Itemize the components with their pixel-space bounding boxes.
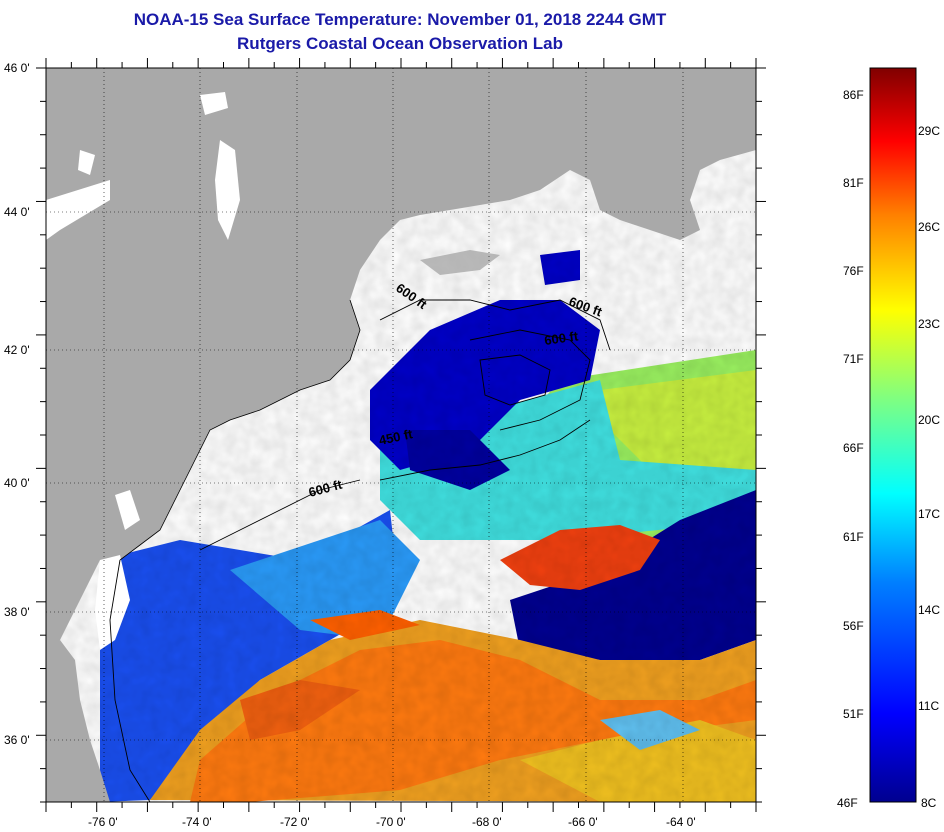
lon-label: -76 0' — [88, 815, 118, 829]
contour-label: 600 ft — [543, 328, 579, 348]
colorbar-c-label: 11C — [918, 699, 939, 713]
lat-label: 40 0' — [4, 476, 30, 490]
colorbar-c-label: 8C — [921, 796, 937, 810]
colorbar-f-label: 66F — [843, 441, 864, 455]
colorbar-f-label: 61F — [843, 530, 864, 544]
colorbar-f-label: 51F — [843, 707, 864, 721]
colorbar-f-label: 86F — [843, 88, 864, 102]
lat-label: 36 0' — [4, 733, 30, 747]
lon-label: -64 0' — [666, 815, 696, 829]
colorbar-c-label: 26C — [918, 220, 940, 234]
colorbar-f-label: 71F — [843, 352, 864, 366]
colorbar-c-label: 23C — [918, 317, 940, 331]
map-title: NOAA-15 Sea Surface Temperature: Novembe… — [133, 10, 667, 29]
color-bar: 86F 81F 76F 71F 66F 61F 56F 51F 46F 29C … — [837, 67, 940, 810]
lon-label: -70 0' — [376, 815, 406, 829]
axis-ticks — [36, 58, 766, 812]
colorbar-c-label: 20C — [918, 413, 940, 427]
map-subtitle: Rutgers Coastal Ocean Observation Lab — [237, 34, 563, 53]
lat-label: 42 0' — [4, 343, 30, 357]
colorbar-f-label: 81F — [843, 176, 864, 190]
lat-label: 46 0' — [4, 61, 30, 75]
lon-labels: -76 0' -74 0' -72 0' -70 0' -68 0' -66 0… — [88, 815, 696, 829]
lat-labels: 46 0' 44 0' 42 0' 40 0' 38 0' 36 0' — [4, 61, 30, 747]
lon-label: -66 0' — [568, 815, 598, 829]
color-bar-gradient — [869, 67, 917, 803]
colorbar-c-label: 14C — [918, 603, 940, 617]
lat-label: 38 0' — [4, 605, 30, 619]
map-field — [46, 68, 756, 802]
lon-label: -72 0' — [280, 815, 310, 829]
colorbar-f-label: 56F — [843, 619, 864, 633]
colorbar-f-label: 46F — [837, 796, 858, 810]
bathymetry-contours — [109, 299, 611, 802]
colorbar-c-label: 29C — [918, 124, 940, 138]
contour-label: 450 ft — [378, 426, 415, 448]
lat-label: 44 0' — [4, 205, 30, 219]
lon-label: -68 0' — [472, 815, 502, 829]
lon-label: -74 0' — [182, 815, 212, 829]
colorbar-c-label: 17C — [918, 507, 940, 521]
colorbar-f-label: 76F — [843, 264, 864, 278]
